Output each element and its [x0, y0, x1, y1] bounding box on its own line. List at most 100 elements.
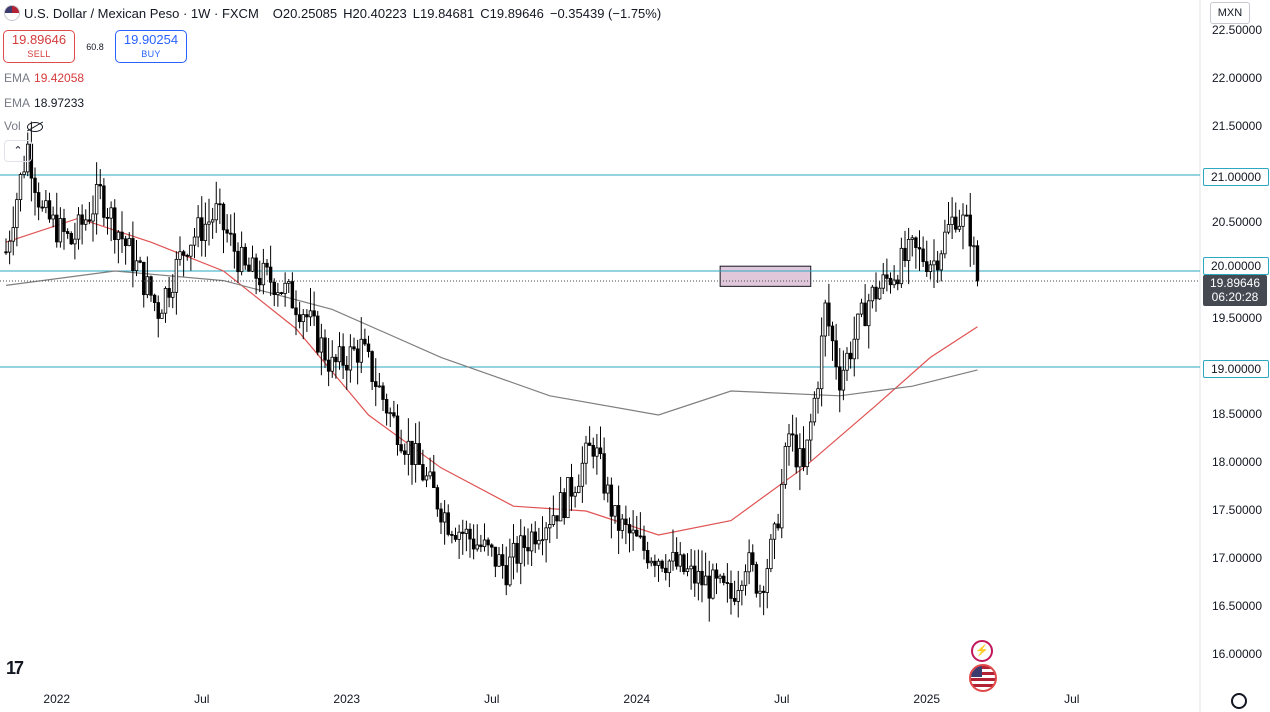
candle[interactable] [935, 250, 940, 283]
candle[interactable] [776, 513, 780, 531]
candle[interactable] [265, 259, 269, 276]
candle[interactable] [896, 274, 900, 291]
candle[interactable] [740, 580, 744, 606]
candle[interactable] [609, 477, 614, 539]
candle[interactable] [526, 528, 530, 565]
candle[interactable] [696, 549, 701, 601]
candle[interactable] [888, 272, 893, 294]
candle[interactable] [156, 295, 160, 338]
candle[interactable] [40, 200, 44, 212]
candle[interactable] [308, 288, 313, 327]
candle[interactable] [413, 423, 418, 483]
candle[interactable] [374, 358, 378, 407]
candle[interactable] [838, 348, 842, 413]
candle[interactable] [954, 202, 958, 233]
candle[interactable] [294, 290, 298, 336]
candle[interactable] [624, 505, 628, 545]
candle[interactable] [247, 257, 251, 272]
candle[interactable] [109, 201, 113, 242]
candle[interactable] [783, 442, 788, 489]
candle[interactable] [537, 527, 541, 550]
gear-icon[interactable] [1231, 693, 1247, 709]
candle[interactable] [809, 413, 813, 461]
candle[interactable] [250, 245, 255, 273]
candle[interactable] [442, 500, 447, 545]
candle[interactable] [703, 552, 708, 586]
candle[interactable] [134, 239, 139, 277]
candle[interactable] [138, 256, 142, 264]
lightning-icon[interactable]: ⚡ [971, 640, 993, 662]
candle[interactable] [689, 548, 693, 590]
candle[interactable] [602, 437, 606, 501]
candle[interactable] [685, 553, 690, 577]
candle[interactable] [645, 541, 650, 569]
candle[interactable] [91, 195, 95, 242]
candle[interactable] [254, 253, 258, 295]
candle[interactable] [276, 282, 280, 307]
candle[interactable] [76, 207, 81, 250]
candle[interactable] [272, 278, 276, 307]
candle[interactable] [33, 167, 37, 216]
candle[interactable] [185, 253, 189, 261]
candle[interactable] [591, 437, 595, 469]
candle[interactable] [432, 454, 436, 489]
candle[interactable] [305, 309, 309, 332]
candle[interactable] [334, 354, 338, 379]
candle[interactable] [519, 519, 523, 585]
candle[interactable] [964, 204, 969, 217]
candle[interactable] [711, 563, 715, 600]
candle[interactable] [359, 317, 363, 374]
candle[interactable] [671, 529, 675, 571]
candle[interactable] [181, 249, 186, 277]
candle[interactable] [160, 309, 164, 319]
candle[interactable] [950, 197, 954, 239]
candle[interactable] [678, 542, 682, 573]
candle[interactable] [218, 188, 222, 225]
candle[interactable] [859, 298, 864, 318]
candle[interactable] [464, 520, 469, 552]
candle[interactable] [616, 485, 621, 555]
candle[interactable] [301, 309, 305, 340]
candle[interactable] [533, 521, 537, 554]
candle[interactable] [906, 227, 911, 285]
candle[interactable] [555, 515, 559, 539]
candle[interactable] [881, 263, 885, 294]
candle[interactable] [606, 476, 610, 503]
candle[interactable] [403, 443, 407, 465]
candle[interactable] [105, 207, 110, 235]
candle[interactable] [718, 573, 722, 584]
candle[interactable] [461, 519, 465, 555]
candle[interactable] [772, 521, 777, 560]
candle[interactable] [725, 563, 730, 603]
candle[interactable] [36, 182, 41, 221]
candle[interactable] [4, 238, 8, 255]
candle[interactable] [406, 418, 411, 476]
candle[interactable] [613, 505, 617, 524]
candle[interactable] [479, 534, 483, 553]
candle[interactable] [845, 347, 849, 381]
candle[interactable] [370, 350, 374, 391]
candle[interactable] [693, 550, 697, 597]
candle[interactable] [522, 526, 527, 567]
candle[interactable] [131, 221, 135, 288]
candle[interactable] [758, 584, 762, 608]
candle[interactable] [917, 230, 922, 271]
ema-fast-line[interactable] [5, 217, 978, 536]
candle[interactable] [410, 440, 414, 485]
candle[interactable] [939, 250, 943, 282]
candle[interactable] [707, 560, 711, 622]
candle[interactable] [421, 449, 425, 482]
candle[interactable] [656, 558, 661, 582]
candle[interactable] [801, 426, 806, 472]
candle[interactable] [841, 350, 846, 401]
candle[interactable] [598, 426, 603, 460]
candle[interactable] [149, 275, 153, 302]
candle[interactable] [798, 433, 802, 491]
candle[interactable] [754, 561, 759, 598]
candle[interactable] [577, 474, 581, 494]
candle[interactable] [682, 553, 686, 575]
candle[interactable] [18, 172, 23, 212]
candle[interactable] [152, 293, 157, 312]
candle[interactable] [595, 433, 599, 475]
candle[interactable] [268, 245, 273, 296]
